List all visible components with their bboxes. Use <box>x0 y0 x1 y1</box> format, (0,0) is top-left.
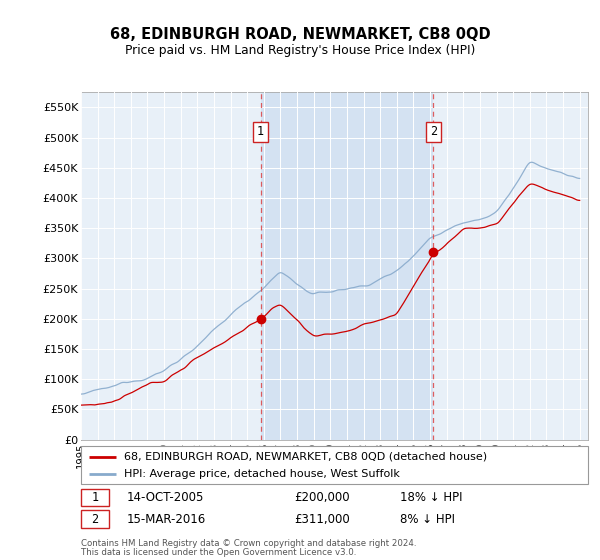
Text: 68, EDINBURGH ROAD, NEWMARKET, CB8 0QD (detached house): 68, EDINBURGH ROAD, NEWMARKET, CB8 0QD (… <box>124 451 487 461</box>
Text: This data is licensed under the Open Government Licence v3.0.: This data is licensed under the Open Gov… <box>81 548 356 557</box>
Text: 68, EDINBURGH ROAD, NEWMARKET, CB8 0QD: 68, EDINBURGH ROAD, NEWMARKET, CB8 0QD <box>110 27 490 42</box>
Bar <box>260 92 433 440</box>
Text: 18% ↓ HPI: 18% ↓ HPI <box>400 491 463 504</box>
Text: 14-OCT-2005: 14-OCT-2005 <box>127 491 204 504</box>
Bar <box>81 511 109 528</box>
Text: 2: 2 <box>91 512 98 525</box>
Text: 2: 2 <box>430 125 437 138</box>
Text: HPI: Average price, detached house, West Suffolk: HPI: Average price, detached house, West… <box>124 469 400 479</box>
Text: 1: 1 <box>91 491 98 504</box>
Text: Price paid vs. HM Land Registry's House Price Index (HPI): Price paid vs. HM Land Registry's House … <box>125 44 475 57</box>
Text: £200,000: £200,000 <box>294 491 350 504</box>
Bar <box>81 489 109 506</box>
Text: Contains HM Land Registry data © Crown copyright and database right 2024.: Contains HM Land Registry data © Crown c… <box>81 539 416 548</box>
Text: £311,000: £311,000 <box>294 512 350 525</box>
Text: 8% ↓ HPI: 8% ↓ HPI <box>400 512 455 525</box>
Text: 1: 1 <box>257 125 264 138</box>
Text: 15-MAR-2016: 15-MAR-2016 <box>127 512 206 525</box>
